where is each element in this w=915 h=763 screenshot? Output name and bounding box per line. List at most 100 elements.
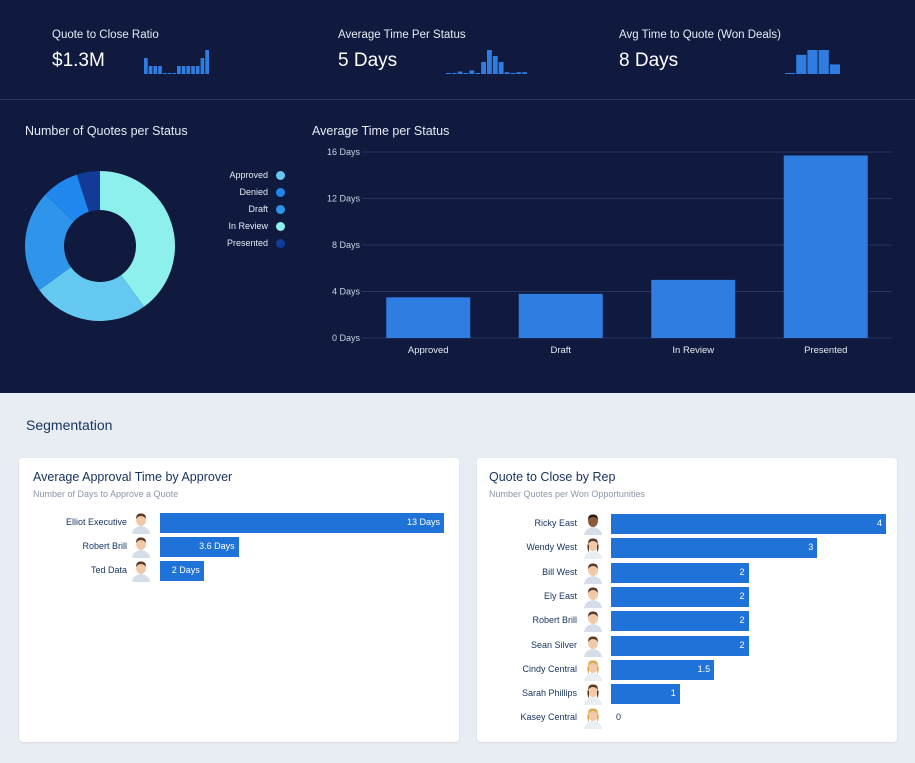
y-tick-label: 4 Days xyxy=(332,287,361,297)
donut-chart[interactable] xyxy=(24,170,176,322)
legend-item[interactable]: Presented xyxy=(227,236,285,250)
bar-label: Ricky East xyxy=(534,518,577,528)
sparkline xyxy=(785,50,840,74)
bar-chart-title: Average Time per Status xyxy=(312,124,450,138)
bar-label: Ted Data xyxy=(90,565,127,575)
x-tick-label: Approved xyxy=(408,345,449,356)
bar-label: Robert Brill xyxy=(532,615,577,626)
bar-label: Robert Brill xyxy=(82,541,127,551)
kpi-value: 5 Days xyxy=(338,50,398,71)
bar-label: Wendy West xyxy=(526,542,577,553)
legend-label: Draft xyxy=(248,204,268,214)
kpi-avg-time-quote[interactable]: Avg Time to Quote (Won Deals) 8 Days xyxy=(600,0,915,99)
legend-item[interactable]: Draft xyxy=(248,202,285,216)
bar-label: Sean Silver xyxy=(530,639,577,650)
sparkline xyxy=(446,50,527,74)
kpi-avg-time-status[interactable]: Average Time Per Status 5 Days xyxy=(300,0,600,99)
rep-bar-chart[interactable]: Ricky East 4 Wendy West 3 Bill West 2 Ely East… xyxy=(477,458,897,742)
bar-row[interactable]: Robert Brill 2 xyxy=(477,611,897,633)
kpi-label: Quote to Close Ratio xyxy=(52,29,159,41)
bar-label: Bill West xyxy=(542,566,577,577)
kpi-label: Avg Time to Quote (Won Deals) xyxy=(619,29,781,41)
sparkline-bar xyxy=(457,71,463,74)
bar-presented[interactable] xyxy=(783,155,868,338)
kpi-value: 8 Days xyxy=(619,50,679,71)
bar-value-label: 3 xyxy=(808,542,814,553)
bar[interactable] xyxy=(611,684,680,705)
bar-row[interactable]: Wendy West 3 xyxy=(477,538,897,560)
sparkline-bar xyxy=(818,50,829,74)
avatar-icon xyxy=(584,563,602,584)
y-tick-label: 8 Days xyxy=(332,240,361,250)
y-tick-label: 12 Days xyxy=(327,194,361,204)
bar[interactable] xyxy=(611,611,749,632)
bar[interactable] xyxy=(160,561,204,581)
bar-draft[interactable] xyxy=(518,293,603,338)
sparkline-bar xyxy=(195,66,200,74)
donut-slice-draft[interactable] xyxy=(45,174,89,222)
sparkline-bar xyxy=(522,72,527,74)
bar-value-label: 2 xyxy=(739,590,745,601)
bar-row[interactable]: Ted Data 2 Days xyxy=(19,561,459,582)
legend-swatch xyxy=(276,221,285,231)
donut-slice-approved[interactable] xyxy=(39,267,145,321)
sparkline xyxy=(144,50,209,74)
bar-row[interactable]: Sarah Phillips 1 xyxy=(477,684,897,706)
legend-item[interactable]: Denied xyxy=(239,185,285,199)
avatar-icon xyxy=(132,561,150,582)
sparkline-bar xyxy=(504,72,510,74)
bar-approved[interactable] xyxy=(386,297,471,338)
legend-label: Presented xyxy=(226,238,268,248)
bar[interactable] xyxy=(611,514,886,534)
kpi-quote-to-close[interactable]: Quote to Close Ratio $1.3M xyxy=(0,0,300,99)
sparkline-bar xyxy=(177,66,181,74)
bar-row[interactable]: Ely East 2 xyxy=(477,586,897,608)
bar-row[interactable]: Bill West 2 xyxy=(477,562,897,584)
sparkline-bar xyxy=(200,58,205,74)
sparkline-bar xyxy=(475,73,481,74)
bar-row[interactable]: Ricky East 4 xyxy=(477,514,897,535)
approver-bar-chart[interactable]: Elliot Executive 13 Days Robert Brill 3.6 D… xyxy=(19,458,459,742)
bar-row[interactable]: Cindy Central 1.5 xyxy=(477,659,897,681)
bar-label: Kasey Central xyxy=(520,712,577,723)
bar-label: Elliot Executive xyxy=(65,517,127,527)
legend-item[interactable]: Approved xyxy=(229,168,285,182)
donut-slice-presented[interactable] xyxy=(76,171,100,212)
bar[interactable] xyxy=(611,635,749,656)
legend-swatch xyxy=(276,170,285,180)
bar-row[interactable]: Kasey Central 0 xyxy=(477,708,897,730)
donut-title: Number of Quotes per Status xyxy=(25,124,188,138)
bar-label: Ely East xyxy=(543,590,577,601)
bar-in-review[interactable] xyxy=(651,279,736,338)
bar[interactable] xyxy=(611,586,749,607)
y-tick-label: 16 Days xyxy=(327,147,361,157)
bar-value-label: 2 xyxy=(739,615,745,626)
bar[interactable] xyxy=(611,659,715,680)
sparkline-bar xyxy=(487,50,492,74)
sparkline-bar xyxy=(796,54,807,74)
bar-value-label: 2 xyxy=(739,639,745,650)
bar-row[interactable]: Elliot Executive 13 Days xyxy=(19,513,459,534)
bar[interactable] xyxy=(160,513,444,533)
avatar-icon xyxy=(584,587,602,608)
bar-label: Sarah Phillips xyxy=(521,688,577,699)
bar-value-label: 0 xyxy=(616,712,622,723)
donut-slice-denied[interactable] xyxy=(24,194,74,291)
x-tick-label: In Review xyxy=(672,345,714,356)
bar-value-label: 2 xyxy=(739,566,745,577)
bar[interactable] xyxy=(160,537,239,557)
bar[interactable] xyxy=(611,562,749,583)
sparkline-bar xyxy=(469,70,475,74)
bar-row[interactable]: Robert Brill 3.6 Days xyxy=(19,537,459,558)
sparkline-bar xyxy=(785,73,796,74)
bar-row[interactable]: Sean Silver 2 xyxy=(477,635,897,657)
sparkline-bar xyxy=(186,66,191,74)
avatar-icon xyxy=(584,708,602,730)
legend-item[interactable]: In Review xyxy=(228,219,285,233)
donut-slice-in-review[interactable] xyxy=(100,171,175,307)
sparkline-bar xyxy=(516,72,522,74)
bar[interactable] xyxy=(611,538,818,559)
segmentation-title: Segmentation xyxy=(26,417,113,433)
avatar-icon xyxy=(584,660,602,681)
avg-time-bar-chart[interactable]: 0 Days 4 Days 8 Days 12 Days 16 Days Approved… xyxy=(322,140,908,365)
